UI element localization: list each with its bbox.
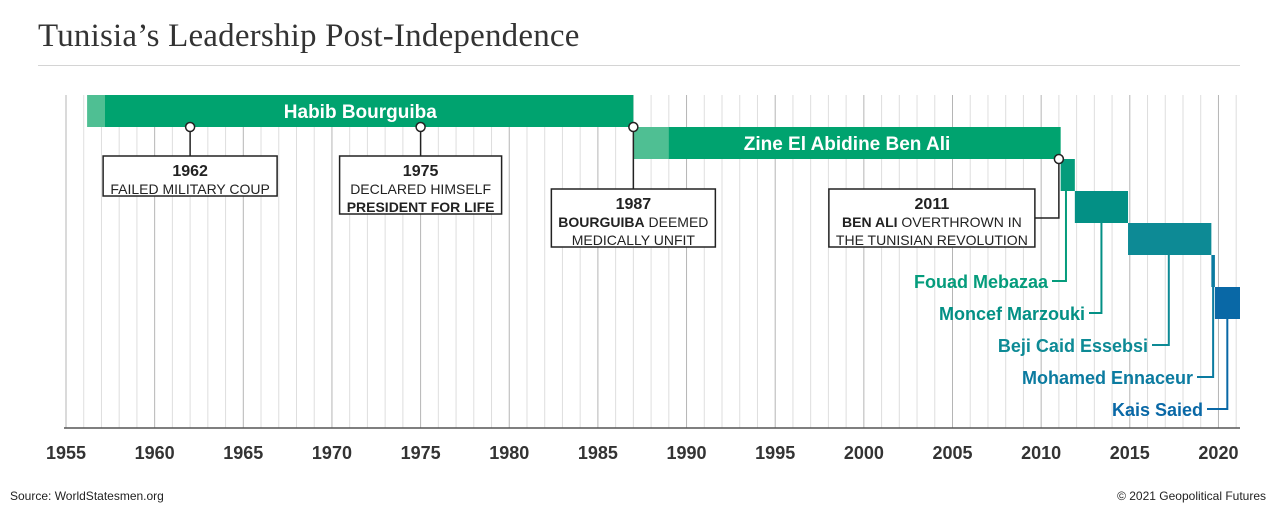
event-text: THE TUNISIAN REVOLUTION: [836, 232, 1028, 248]
leader-bar: [1074, 191, 1129, 223]
x-tick-label: 2020: [1198, 443, 1238, 463]
x-tick-label: 2005: [932, 443, 972, 463]
event-text-segment: OVERTHROWN IN: [898, 214, 1022, 230]
leader-connector: [1089, 223, 1103, 314]
event-text-segment: FAILED MILITARY COUP: [110, 181, 270, 197]
event-box: [550, 188, 717, 248]
leader-name-label: Beji Caid Essebsi: [998, 336, 1148, 356]
leader-bar-label: Zine El Abidine Ben Ali: [744, 134, 951, 155]
event-text: FAILED MILITARY COUP: [110, 181, 270, 197]
x-tick-label: 1985: [578, 443, 618, 463]
event-text: BOURGUIBA DEEMED: [558, 214, 708, 230]
event-year: 1975: [403, 163, 439, 180]
event-marker: [184, 121, 196, 133]
leader-connector: [1197, 287, 1215, 378]
leader-bar: [1128, 223, 1212, 255]
event-text-segment: MEDICALLY UNFIT: [572, 232, 696, 248]
event-text: BEN ALI OVERTHROWN IN: [842, 214, 1022, 230]
event-box: [102, 155, 278, 197]
event-box: [338, 155, 503, 215]
leader-bars: Habib Bourguiba Zine El Abidine Ben Ali: [87, 95, 1240, 319]
x-tick-label: 2010: [1021, 443, 1061, 463]
event-text: DECLARED HIMSELF: [350, 181, 491, 197]
leader-bar: [1214, 287, 1240, 319]
event-year: 1987: [616, 196, 652, 213]
x-axis: 1955 1960 1965 1970 1975 1980 1985 1990 1995 2000…: [46, 427, 1240, 463]
leader-connector: [1207, 319, 1229, 410]
timeline-chart: Habib Bourguiba Zine El Abidine Ben Ali 1…: [46, 95, 1240, 463]
leader-bar: [87, 95, 634, 127]
x-tick-label: 1980: [489, 443, 529, 463]
leader-name-label: Moncef Marzouki: [939, 304, 1085, 324]
chart-title: Tunisia’s Leadership Post-Independence: [38, 18, 580, 54]
leader-connector: [1052, 191, 1067, 282]
event-text: PRESIDENT FOR LIFE: [347, 199, 495, 215]
leader-connector: [1152, 255, 1170, 346]
event-year: 2011: [915, 196, 950, 213]
event-stem: [1034, 159, 1060, 219]
x-tick-label: 1965: [223, 443, 263, 463]
x-tick-label: 2015: [1110, 443, 1150, 463]
event-text: MEDICALLY UNFIT: [572, 232, 696, 248]
event-marker: [628, 121, 639, 133]
x-tick-label: 1995: [755, 443, 795, 463]
event-text-segment: PRESIDENT FOR LIFE: [347, 199, 495, 215]
leader-bar: [633, 127, 1061, 159]
event-text-segment: DEEMED: [645, 214, 709, 230]
x-tick-label: 1955: [46, 443, 86, 463]
leader-name-label: Fouad Mebazaa: [914, 272, 1049, 292]
event-text-segment: BEN ALI: [842, 214, 897, 230]
event-marker: [1053, 153, 1065, 165]
leader-bar-fade: [633, 127, 669, 159]
leader-bar: [1060, 159, 1075, 191]
source-note: Source: WorldStatesmen.org: [10, 489, 164, 503]
event-box: [828, 188, 1036, 248]
x-tick-label: 1975: [401, 443, 441, 463]
title-divider: [38, 65, 1240, 66]
copyright-note: © 2021 Geopolitical Futures: [1117, 489, 1266, 503]
leader-bar-label: Habib Bourguiba: [284, 102, 437, 123]
grid-lines: [65, 95, 1237, 428]
x-tick-label: 2000: [844, 443, 884, 463]
x-tick-label: 1960: [135, 443, 175, 463]
leader-name-label: Mohamed Ennaceur: [1022, 368, 1193, 388]
event-year: 1962: [172, 163, 208, 180]
leader-bar-fade: [87, 95, 106, 127]
x-tick-label: 1990: [667, 443, 707, 463]
event-marker: [415, 121, 426, 133]
event-text-segment: DECLARED HIMSELF: [350, 181, 491, 197]
leader-name-label: Kais Saied: [1112, 400, 1203, 420]
leader-bar: [1211, 255, 1215, 287]
x-tick-label: 1970: [312, 443, 352, 463]
event-text-segment: BOURGUIBA: [558, 214, 644, 230]
event-text-segment: THE TUNISIAN REVOLUTION: [836, 232, 1028, 248]
leader-name-labels: Fouad Mebazaa Moncef Marzouki Beji Caid Es…: [914, 191, 1229, 420]
